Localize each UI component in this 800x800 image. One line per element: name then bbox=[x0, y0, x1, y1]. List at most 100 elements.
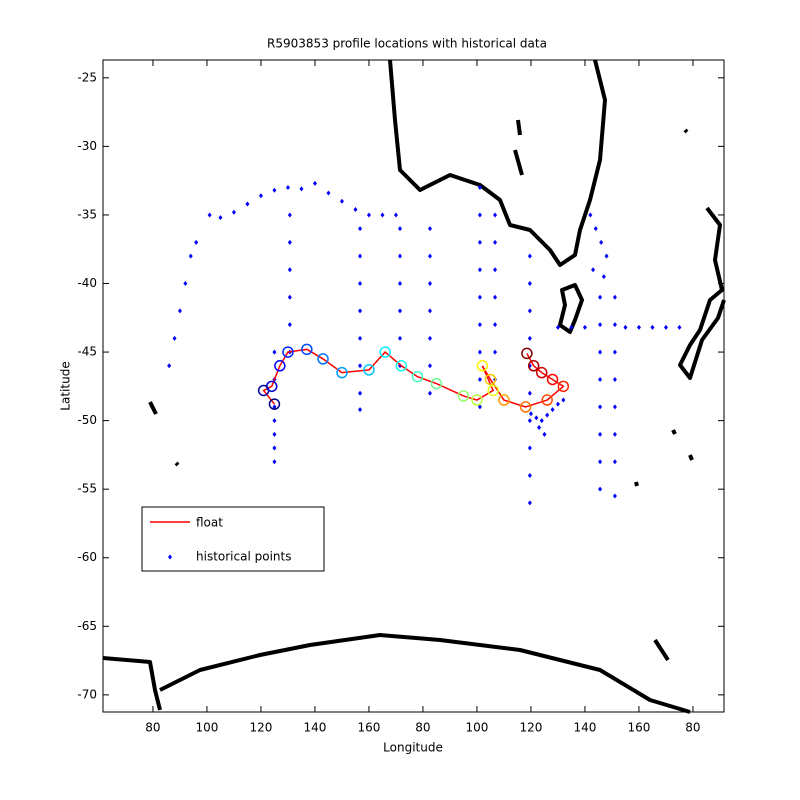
historical-point bbox=[493, 349, 498, 355]
float-position bbox=[484, 373, 497, 386]
historical-point bbox=[612, 493, 617, 499]
historical-point bbox=[477, 376, 482, 382]
float-position bbox=[301, 343, 313, 356]
historical-point bbox=[663, 324, 668, 330]
x-tick-label: 100 bbox=[195, 721, 218, 735]
historical-point bbox=[527, 390, 532, 396]
historical-point bbox=[537, 424, 542, 430]
historical-point bbox=[542, 431, 547, 437]
x-tick-label: 120 bbox=[519, 721, 542, 735]
historical-point bbox=[358, 407, 363, 413]
historical-point bbox=[588, 212, 593, 218]
coastline bbox=[678, 206, 726, 380]
coastline bbox=[102, 633, 691, 714]
historical-point bbox=[527, 418, 532, 424]
historical-point bbox=[427, 253, 432, 259]
float-position bbox=[457, 390, 470, 402]
historical-point bbox=[598, 486, 603, 492]
historical-point bbox=[427, 335, 432, 341]
float-position bbox=[363, 364, 375, 376]
x-tick-label: 100 bbox=[465, 721, 488, 735]
historical-point bbox=[534, 415, 539, 421]
legend-swatch bbox=[168, 554, 172, 560]
y-tick-label: -25 bbox=[77, 70, 97, 84]
y-tick-label: -45 bbox=[77, 345, 97, 359]
historical-point bbox=[398, 335, 402, 341]
historical-point bbox=[299, 186, 304, 192]
historical-point bbox=[167, 363, 172, 369]
historical-point bbox=[598, 322, 603, 328]
float-position bbox=[395, 360, 408, 372]
historical-point bbox=[550, 407, 555, 413]
historical-point bbox=[358, 335, 363, 341]
historical-point bbox=[493, 322, 498, 328]
historical-point bbox=[555, 401, 560, 407]
x-tick-label: 140 bbox=[303, 721, 326, 735]
plot-area bbox=[102, 59, 725, 713]
historical-point bbox=[477, 349, 482, 355]
y-tick-label: -65 bbox=[77, 619, 97, 633]
historical-point bbox=[398, 308, 402, 314]
historical-point bbox=[272, 431, 277, 437]
historical-point bbox=[427, 363, 432, 369]
x-tick-label: 140 bbox=[573, 721, 596, 735]
historical-point bbox=[601, 274, 606, 280]
chart-title: R5903853 profile locations with historic… bbox=[267, 37, 547, 51]
float-position bbox=[257, 384, 270, 397]
float-position bbox=[541, 394, 553, 406]
float-position bbox=[557, 380, 570, 393]
x-tick-label: 80 bbox=[685, 721, 700, 735]
historical-point bbox=[612, 376, 617, 382]
historical-point bbox=[427, 281, 432, 287]
historical-point bbox=[358, 363, 363, 369]
coastline bbox=[388, 59, 607, 267]
float-track bbox=[262, 348, 565, 408]
historical-point bbox=[258, 193, 263, 199]
float-position bbox=[536, 366, 548, 379]
y-tick-label: -70 bbox=[77, 687, 97, 701]
historical-point bbox=[427, 390, 432, 396]
y-tick-label: -30 bbox=[77, 139, 97, 153]
historical-point bbox=[477, 322, 482, 328]
historical-point bbox=[598, 294, 603, 300]
historical-point bbox=[245, 201, 250, 207]
historical-point bbox=[358, 253, 363, 259]
historical-point bbox=[477, 185, 482, 191]
historical-point bbox=[612, 322, 617, 328]
x-tick-label: 80 bbox=[415, 721, 430, 735]
historical-point bbox=[598, 376, 603, 382]
historical-point bbox=[272, 459, 277, 465]
historical-point bbox=[612, 349, 617, 355]
historical-point bbox=[287, 267, 292, 273]
historical-point bbox=[677, 324, 682, 330]
coastline bbox=[148, 119, 694, 662]
historical-point bbox=[477, 267, 482, 273]
y-axis-label: Latitude bbox=[59, 361, 73, 410]
x-tick-label: 80 bbox=[145, 721, 160, 735]
float-position bbox=[411, 370, 424, 383]
y-tick-label: -50 bbox=[77, 413, 97, 427]
float-position bbox=[498, 394, 510, 406]
historical-point bbox=[188, 253, 193, 259]
historical-point bbox=[527, 253, 532, 259]
historical-point bbox=[599, 239, 604, 245]
historical-point bbox=[287, 239, 292, 245]
historical-point bbox=[612, 459, 617, 465]
historical-point bbox=[366, 212, 371, 218]
historical-point bbox=[287, 212, 292, 218]
historical-point bbox=[477, 212, 482, 218]
historical-point bbox=[493, 267, 498, 273]
historical-point bbox=[569, 324, 574, 330]
historical-point bbox=[183, 281, 188, 287]
historical-point bbox=[493, 294, 498, 300]
historical-point bbox=[528, 411, 533, 417]
float-position bbox=[268, 398, 281, 410]
historical-point bbox=[398, 281, 402, 287]
historical-point bbox=[380, 212, 385, 218]
historical-point bbox=[612, 294, 617, 300]
historical-point bbox=[650, 324, 655, 330]
historical-point bbox=[598, 459, 603, 465]
float-position bbox=[527, 360, 540, 372]
float-position bbox=[379, 346, 391, 358]
